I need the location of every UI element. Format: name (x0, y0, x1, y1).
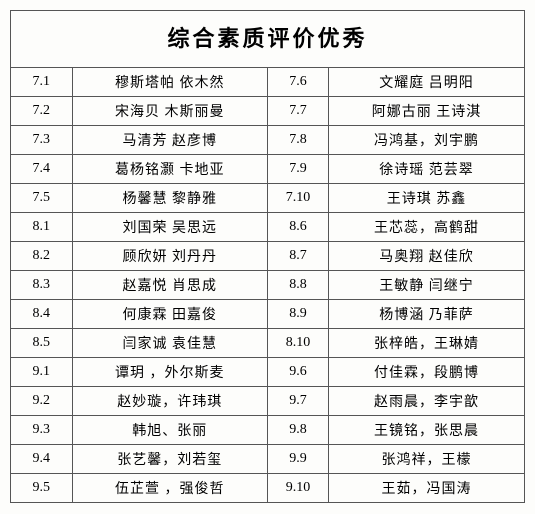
quality-assessment-table: 综合素质评价优秀 7.1穆斯塔帕 依木然7.6文耀庭 吕明阳7.2宋海贝 木斯丽… (10, 10, 525, 503)
class-number-cell: 7.5 (11, 184, 72, 213)
class-number-cell: 8.4 (11, 300, 72, 329)
class-number-cell: 9.8 (267, 416, 328, 445)
student-names-cell: 马奥翔 赵佳欣 (329, 242, 524, 271)
student-names-cell: 杨博涵 乃菲萨 (329, 300, 524, 329)
class-number-cell: 9.1 (11, 358, 72, 387)
table-row: 7.4葛杨铭灏 卡地亚7.9徐诗瑶 范芸翠 (11, 155, 524, 184)
class-number-cell: 7.3 (11, 126, 72, 155)
student-names-cell: 王敏静 闫继宁 (329, 271, 524, 300)
class-number-cell: 9.5 (11, 474, 72, 503)
table-row: 8.5闫家诚 袁佳慧8.10张梓皓，王琳婧 (11, 329, 524, 358)
class-number-cell: 9.7 (267, 387, 328, 416)
student-names-cell: 赵雨晨，李宇歆 (329, 387, 524, 416)
table-row: 9.4张艺馨，刘若玺9.9张鸿祥，王檬 (11, 445, 524, 474)
table-row: 9.3韩旭、张丽9.8王镜铭，张思晨 (11, 416, 524, 445)
student-names-cell: 何康霖 田嘉俊 (72, 300, 267, 329)
student-names-cell: 王诗琪 苏鑫 (329, 184, 524, 213)
class-number-cell: 7.10 (267, 184, 328, 213)
student-names-cell: 韩旭、张丽 (72, 416, 267, 445)
class-number-cell: 8.2 (11, 242, 72, 271)
table-row: 8.4何康霖 田嘉俊8.9杨博涵 乃菲萨 (11, 300, 524, 329)
table-row: 8.2顾欣妍 刘丹丹8.7马奥翔 赵佳欣 (11, 242, 524, 271)
class-number-cell: 7.2 (11, 97, 72, 126)
table-row: 9.1谭玥 ，外尔斯麦9.6付佳霖，段鹏博 (11, 358, 524, 387)
student-names-cell: 王芯蕊，高鹤甜 (329, 213, 524, 242)
class-number-cell: 8.7 (267, 242, 328, 271)
table-row: 7.2宋海贝 木斯丽曼7.7阿娜古丽 王诗淇 (11, 97, 524, 126)
student-names-cell: 阿娜古丽 王诗淇 (329, 97, 524, 126)
class-number-cell: 7.1 (11, 68, 72, 97)
student-names-cell: 杨馨慧 黎静雅 (72, 184, 267, 213)
class-number-cell: 8.8 (267, 271, 328, 300)
student-names-cell: 赵妙璇，许玮琪 (72, 387, 267, 416)
class-number-cell: 7.6 (267, 68, 328, 97)
student-names-cell: 宋海贝 木斯丽曼 (72, 97, 267, 126)
class-number-cell: 9.4 (11, 445, 72, 474)
student-names-cell: 徐诗瑶 范芸翠 (329, 155, 524, 184)
student-names-cell: 刘国荣 吴思远 (72, 213, 267, 242)
student-names-cell: 穆斯塔帕 依木然 (72, 68, 267, 97)
student-names-cell: 张梓皓，王琳婧 (329, 329, 524, 358)
class-number-cell: 7.9 (267, 155, 328, 184)
class-number-cell: 7.7 (267, 97, 328, 126)
class-number-cell: 9.6 (267, 358, 328, 387)
student-names-cell: 张鸿祥，王檬 (329, 445, 524, 474)
student-names-cell: 闫家诚 袁佳慧 (72, 329, 267, 358)
student-names-cell: 葛杨铭灏 卡地亚 (72, 155, 267, 184)
class-number-cell: 9.2 (11, 387, 72, 416)
class-number-cell: 9.9 (267, 445, 328, 474)
student-names-cell: 王茹，冯国涛 (329, 474, 524, 503)
student-names-cell: 马清芳 赵彦博 (72, 126, 267, 155)
class-number-cell: 9.10 (267, 474, 328, 503)
table-row: 7.5杨馨慧 黎静雅7.10王诗琪 苏鑫 (11, 184, 524, 213)
table-title: 综合素质评价优秀 (11, 11, 524, 68)
class-number-cell: 8.9 (267, 300, 328, 329)
student-names-cell: 赵嘉悦 肖思成 (72, 271, 267, 300)
data-table: 7.1穆斯塔帕 依木然7.6文耀庭 吕明阳7.2宋海贝 木斯丽曼7.7阿娜古丽 … (11, 68, 524, 502)
table-row: 9.5伍芷萱 ，强俊哲9.10王茹，冯国涛 (11, 474, 524, 503)
class-number-cell: 8.10 (267, 329, 328, 358)
student-names-cell: 冯鸿基，刘宇鹏 (329, 126, 524, 155)
table-row: 9.2赵妙璇，许玮琪9.7赵雨晨，李宇歆 (11, 387, 524, 416)
class-number-cell: 7.4 (11, 155, 72, 184)
class-number-cell: 8.3 (11, 271, 72, 300)
student-names-cell: 文耀庭 吕明阳 (329, 68, 524, 97)
student-names-cell: 王镜铭，张思晨 (329, 416, 524, 445)
student-names-cell: 付佳霖，段鹏博 (329, 358, 524, 387)
student-names-cell: 伍芷萱 ，强俊哲 (72, 474, 267, 503)
student-names-cell: 顾欣妍 刘丹丹 (72, 242, 267, 271)
class-number-cell: 7.8 (267, 126, 328, 155)
table-row: 7.1穆斯塔帕 依木然7.6文耀庭 吕明阳 (11, 68, 524, 97)
table-row: 8.3赵嘉悦 肖思成8.8王敏静 闫继宁 (11, 271, 524, 300)
student-names-cell: 谭玥 ，外尔斯麦 (72, 358, 267, 387)
student-names-cell: 张艺馨，刘若玺 (72, 445, 267, 474)
class-number-cell: 9.3 (11, 416, 72, 445)
class-number-cell: 8.6 (267, 213, 328, 242)
class-number-cell: 8.5 (11, 329, 72, 358)
class-number-cell: 8.1 (11, 213, 72, 242)
table-row: 8.1刘国荣 吴思远8.6王芯蕊，高鹤甜 (11, 213, 524, 242)
table-row: 7.3马清芳 赵彦博7.8冯鸿基，刘宇鹏 (11, 126, 524, 155)
